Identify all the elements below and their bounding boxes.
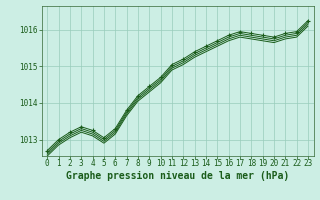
X-axis label: Graphe pression niveau de la mer (hPa): Graphe pression niveau de la mer (hPa) <box>66 171 289 181</box>
